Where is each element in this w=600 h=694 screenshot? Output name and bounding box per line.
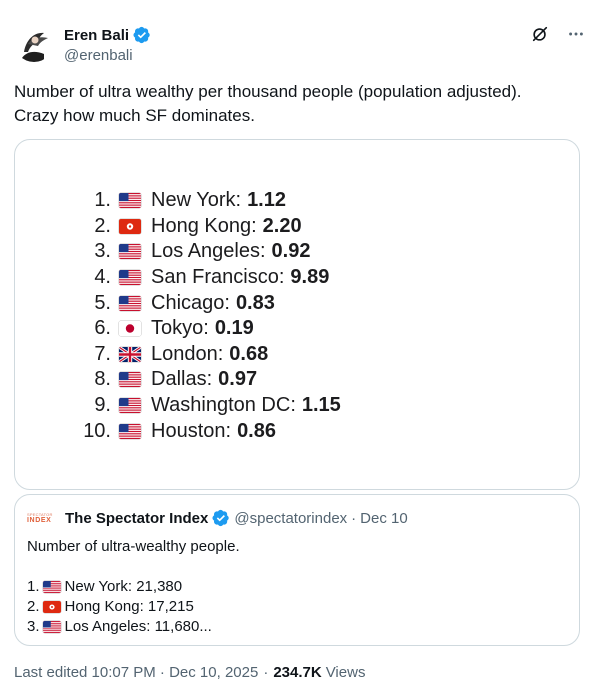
tweet-text-line-2: Crazy how much SF dominates. [14, 106, 255, 125]
rank-city: San Francisco: [151, 266, 285, 289]
tweet-text-line-1: Number of ultra wealthy per thousand peo… [14, 82, 522, 101]
tweet-header: Eren Bali @erenbali [14, 22, 586, 70]
quoted-tweet-text: Number of ultra-wealthy people. [27, 538, 240, 555]
rank-city: London: [151, 342, 224, 365]
rank-number: 2. [94, 214, 111, 237]
jp-flag-icon [119, 321, 141, 337]
rank-value: 9.89 [290, 266, 330, 289]
quoted-tweet-header: SPECTATOR INDEX The Spectator Index @spe… [27, 509, 408, 527]
us-flag-icon [119, 372, 141, 388]
quoted-item-label: New York: 21,380 [64, 578, 183, 595]
us-flag-icon [42, 581, 61, 593]
author-handle[interactable]: @erenbali [64, 47, 133, 64]
rank-number: 3. [94, 240, 111, 263]
ranking-row: 6. Tokyo: 0.19 [77, 316, 341, 342]
ranking-row: 3. Los Angeles: 0.92 [77, 239, 341, 265]
us-flag-icon [119, 270, 141, 286]
hk-flag-icon [119, 218, 141, 234]
quoted-rank-number: 3. [27, 618, 40, 635]
tweet-actions [530, 24, 586, 44]
rank-number: 7. [94, 342, 111, 365]
tweet-media-image[interactable]: 1. New York: 1.12 2. Hong Kong: 2.20 3. Los Ang… [14, 139, 580, 490]
ranking-row: 8. Dallas: 0.97 [77, 367, 341, 393]
ranking-row: 7. London: 0.68 [77, 342, 341, 368]
quoted-tweet-body: Number of ultra-wealthy people. 1. New Yo… [27, 537, 567, 637]
quoted-author-avatar[interactable]: SPECTATOR INDEX [27, 511, 53, 524]
rank-city: New York: [151, 189, 242, 212]
rank-value: 0.68 [229, 342, 269, 365]
quoted-item-label: Los Angeles: 11,680... [64, 618, 212, 635]
tweet-footer: Last edited 10:07 PM · Dec 10, 2025 · 23… [14, 664, 365, 681]
uk-flag-icon [119, 346, 141, 362]
rank-city: Los Angeles: [151, 240, 266, 263]
us-flag-icon [42, 621, 61, 633]
quoted-rank-number: 1. [27, 578, 40, 595]
rank-number: 6. [94, 317, 111, 340]
tweet-text: Number of ultra wealthy per thousand peo… [14, 80, 574, 128]
views-label: Views [325, 664, 366, 681]
us-flag-icon [119, 244, 141, 260]
quoted-author-handle[interactable]: @spectatorindex [234, 509, 348, 527]
more-icon[interactable] [566, 24, 586, 44]
quoted-author-name[interactable]: The Spectator Index [65, 509, 209, 527]
rank-value: 1.12 [247, 189, 286, 212]
avatar-image [14, 22, 54, 62]
ranking-row: 4. San Francisco: 9.89 [77, 265, 341, 291]
rank-number: 9. [94, 394, 111, 417]
rank-value: 0.19 [214, 317, 254, 340]
rank-value: 1.15 [301, 394, 341, 417]
quoted-list-item: 1. New York: 21,380 [27, 577, 567, 597]
us-flag-icon [119, 423, 141, 439]
hk-flag-icon [42, 601, 61, 613]
rank-city: Chicago: [151, 291, 230, 314]
footer-separator: · [263, 664, 269, 681]
quoted-date[interactable]: Dec 10 [360, 509, 408, 527]
ranking-row: 9. Washington DC: 1.15 [77, 393, 341, 419]
ranking-row: 1. New York: 1.12 [77, 188, 341, 214]
quoted-separator: · [351, 509, 357, 527]
rank-city: Dallas: [151, 368, 213, 391]
grok-icon[interactable] [530, 24, 550, 44]
views-count: 234.7K [273, 664, 322, 681]
us-flag-icon [119, 193, 141, 209]
rank-number: 1. [94, 189, 111, 212]
us-flag-icon [119, 398, 141, 414]
author-name-text[interactable]: Eren Bali [64, 26, 130, 44]
verified-badge-icon [133, 26, 151, 44]
ranking-list: 1. New York: 1.12 2. Hong Kong: 2.20 3. Los Ang… [77, 188, 341, 444]
quoted-verified-badge-icon [212, 509, 230, 527]
rank-city: Tokyo: [151, 317, 209, 340]
rank-number: 4. [94, 266, 111, 289]
rank-value: 0.83 [235, 291, 275, 314]
ranking-row: 2. Hong Kong: 2.20 [77, 214, 341, 240]
quoted-list: 1. New York: 21,380 2. Hong Kong: 17,215 3. L… [27, 577, 567, 637]
us-flag-icon [119, 295, 141, 311]
quoted-rank-number: 2. [27, 598, 40, 615]
rank-city: Hong Kong: [151, 214, 257, 237]
quoted-list-item: 2. Hong Kong: 17,215 [27, 597, 567, 617]
rank-city: Houston: [151, 419, 232, 442]
quoted-list-item: 3. Los Angeles: 11,680... [27, 617, 567, 637]
rank-number: 5. [94, 291, 111, 314]
author-avatar[interactable] [14, 22, 54, 62]
rank-value: 0.86 [237, 419, 276, 442]
quoted-item-label: Hong Kong: 17,215 [64, 598, 194, 615]
author-name[interactable]: Eren Bali [64, 26, 151, 44]
rank-value: 0.92 [271, 240, 311, 263]
rank-value: 2.20 [262, 214, 302, 237]
rank-number: 10. [83, 419, 111, 442]
quoted-tweet[interactable]: SPECTATOR INDEX The Spectator Index @spe… [14, 494, 580, 646]
ranking-row: 5. Chicago: 0.83 [77, 290, 341, 316]
rank-value: 0.97 [218, 368, 258, 391]
rank-city: Washington DC: [151, 394, 296, 417]
last-edited-timestamp[interactable]: Last edited 10:07 PM · Dec 10, 2025 [14, 664, 259, 681]
quoted-spacer [27, 557, 567, 577]
ranking-row: 10. Houston: 0.86 [77, 418, 341, 444]
rank-number: 8. [94, 368, 111, 391]
